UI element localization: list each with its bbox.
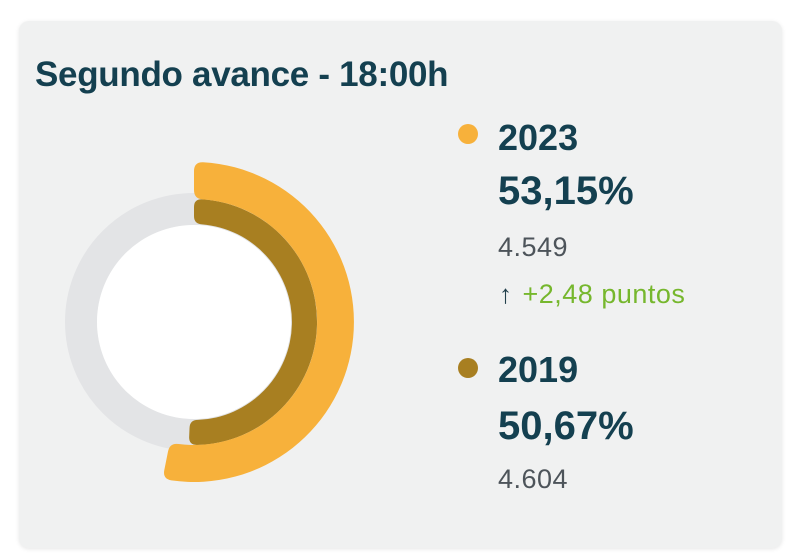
- legend-dot-2023: [458, 124, 478, 144]
- legend-percentage-2019: 50,67%: [498, 404, 634, 448]
- legend-year-2019: 2019: [498, 349, 579, 390]
- turnout-gauge-chart: [65, 162, 354, 482]
- donut-arc-2023: [164, 162, 354, 482]
- page-title: Segundo avance - 18:00h: [35, 55, 449, 94]
- donut-arc-2019: [189, 199, 318, 445]
- legend-percentage-2023: 53,15%: [498, 169, 634, 213]
- legend-votes-2019: 4.604: [498, 464, 569, 494]
- up-arrow-icon: ↑: [499, 279, 513, 309]
- legend-votes-2023: 4.549: [498, 232, 569, 262]
- legend-year-2023: 2023: [498, 117, 579, 158]
- gauge-center-circle: [97, 225, 291, 419]
- legend-dot-2019: [458, 358, 478, 378]
- turnout-card: Segundo avance - 18:00h 2023 53,15% 4.54…: [19, 21, 782, 548]
- chart-legend: 2023 53,15% 4.549 ↑ +2,48 puntos 2019 50,…: [458, 21, 768, 548]
- legend-delta-2023: ↑ +2,48 puntos: [499, 281, 685, 308]
- legend-delta-text: +2,48 puntos: [522, 279, 686, 309]
